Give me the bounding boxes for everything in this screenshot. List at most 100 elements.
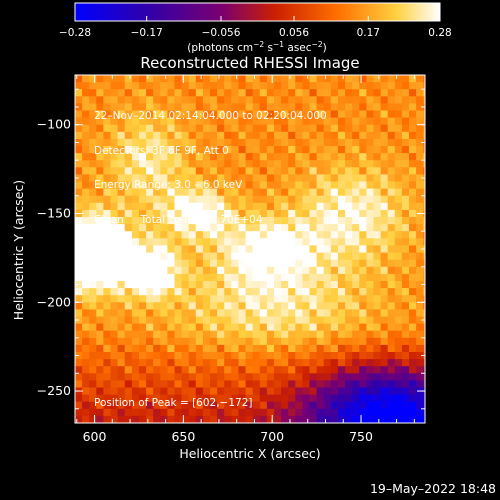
heat-cell — [89, 110, 97, 119]
heat-cell — [188, 387, 197, 396]
heat-cell — [82, 238, 90, 246]
heat-cell — [366, 281, 375, 289]
heat-cell — [167, 309, 176, 318]
heat-cell — [302, 124, 311, 133]
heat-cell — [302, 209, 311, 218]
heat-cell — [131, 238, 140, 246]
heat-cell — [409, 415, 417, 423]
heat-cell — [380, 181, 389, 190]
heat-cell — [394, 181, 403, 190]
heat-cell — [409, 259, 417, 268]
heat-cell — [416, 344, 424, 353]
heat-cell — [281, 259, 289, 268]
heat-cell — [195, 366, 204, 374]
heat-cell — [181, 103, 190, 112]
heat-cell — [423, 238, 425, 246]
heat-cell — [231, 288, 240, 296]
heat-cell — [416, 124, 424, 133]
heat-cell — [288, 174, 296, 183]
heat-cell — [401, 302, 410, 310]
heat-cell — [174, 131, 183, 140]
heat-cell — [323, 160, 332, 168]
heat-cell — [202, 103, 211, 112]
heat-cell — [82, 181, 90, 190]
heat-cell — [96, 96, 105, 104]
heat-cell — [274, 323, 282, 332]
heat-cell — [259, 323, 268, 332]
heat-cell — [188, 82, 197, 90]
heat-cell — [217, 89, 225, 97]
heat-cell — [274, 344, 282, 353]
heat-cell — [337, 401, 346, 410]
heat-cell — [96, 394, 105, 403]
heat-cell — [309, 273, 318, 282]
heat-cell — [195, 117, 204, 126]
heat-cell — [330, 209, 339, 218]
heat-cell — [181, 401, 190, 410]
heat-cell — [274, 224, 282, 232]
heat-cell — [82, 266, 90, 275]
heat-cell — [202, 366, 211, 374]
heat-cell — [139, 330, 147, 339]
heat-cell — [309, 224, 318, 232]
heat-cell — [238, 174, 247, 183]
heat-cell — [252, 188, 261, 197]
heat-cell — [195, 224, 204, 232]
heat-cell — [380, 330, 389, 339]
heat-cell — [110, 131, 119, 140]
heat-cell — [409, 195, 417, 204]
heat-cell — [167, 167, 176, 175]
heat-cell — [373, 195, 382, 204]
heat-cell — [231, 181, 240, 190]
heat-cell — [245, 309, 254, 318]
heat-cell — [195, 188, 204, 197]
heat-cell — [124, 415, 133, 423]
heat-cell — [96, 288, 105, 296]
heat-cell — [373, 89, 382, 97]
heat-cell — [96, 217, 105, 225]
heat-cell — [401, 266, 410, 275]
heat-cell — [131, 195, 140, 204]
heat-cell — [174, 394, 183, 403]
heat-cell — [202, 273, 211, 282]
heat-cell — [416, 259, 424, 268]
heat-cell — [295, 238, 304, 246]
heat-cell — [96, 110, 105, 119]
heat-cell — [153, 131, 161, 140]
heat-cell — [181, 110, 190, 119]
heat-cell — [217, 224, 225, 232]
heat-cell — [231, 75, 240, 83]
heat-cell — [89, 96, 97, 104]
heat-cell — [245, 259, 254, 268]
heat-cell — [373, 153, 382, 161]
heat-cell — [188, 273, 197, 282]
heat-cell — [352, 138, 360, 147]
heat-cell — [124, 209, 133, 218]
heat-cell — [181, 288, 190, 296]
heat-cell — [409, 309, 417, 318]
heat-cell — [75, 373, 83, 381]
heat-cell — [366, 238, 375, 246]
heat-cell — [359, 281, 368, 289]
heat-cell — [82, 330, 90, 339]
heat-cell — [409, 217, 417, 225]
heat-cell — [96, 167, 105, 175]
heat-cell — [345, 408, 353, 417]
heat-cell — [160, 138, 169, 147]
heat-cell — [245, 146, 254, 154]
heat-cell — [337, 188, 346, 197]
heat-cell — [345, 352, 353, 360]
heat-cell — [401, 195, 410, 204]
heat-cell — [373, 117, 382, 126]
heat-cell — [337, 302, 346, 310]
heat-cell — [238, 75, 247, 83]
heat-cell — [139, 96, 147, 104]
heat-cell — [181, 146, 190, 154]
heat-cell — [316, 131, 325, 140]
heat-cell — [110, 401, 119, 410]
heat-cell — [139, 188, 147, 197]
heat-cell — [117, 231, 126, 239]
heat-cell — [117, 344, 126, 353]
heat-cell — [202, 110, 211, 119]
heat-cell — [110, 89, 119, 97]
